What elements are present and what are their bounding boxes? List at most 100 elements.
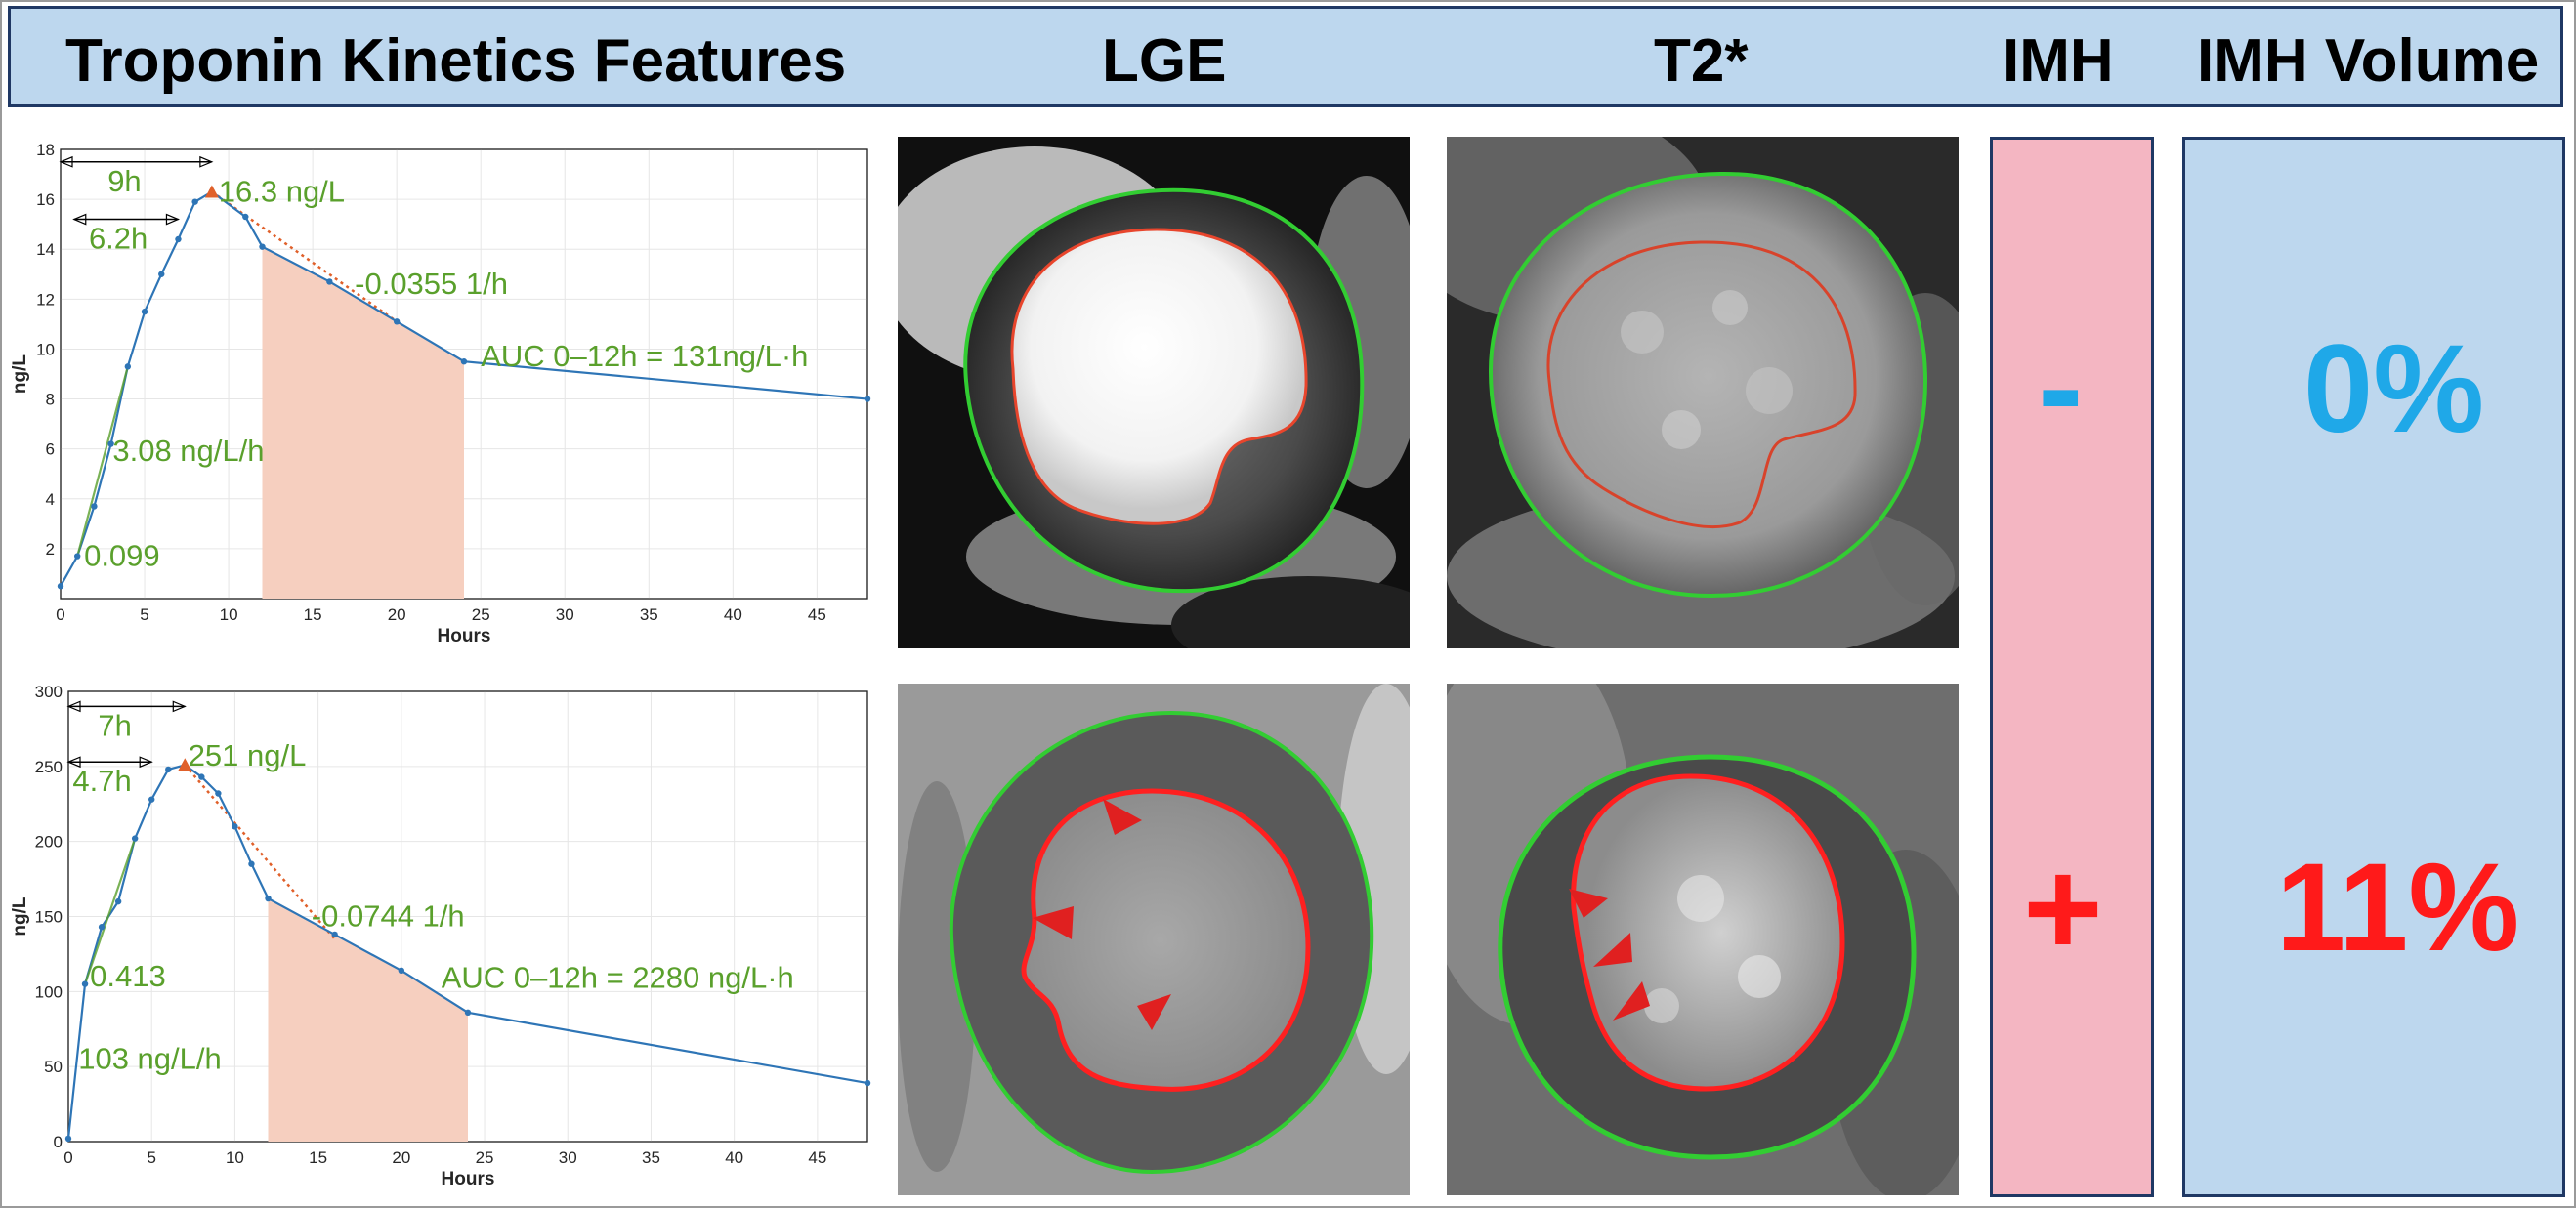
chart1-x-tick-label: 5 (140, 605, 148, 624)
chart2-data-point (215, 790, 222, 797)
chart1-x-tick-label: 15 (304, 605, 322, 624)
chart1-data-point (91, 503, 98, 510)
chart2-x-tick-label: 30 (559, 1148, 577, 1167)
chart2-y-tick-label: 100 (35, 982, 63, 1001)
header-bar: Troponin Kinetics Features LGE T2* IMH I… (8, 6, 2563, 107)
chart1-data-point (191, 198, 198, 205)
chart2-annotation-label: 103 ng/L/h (78, 1041, 222, 1075)
header-imh-volume: IMH Volume (2197, 27, 2540, 95)
imh-negative-sign: - (2038, 310, 2084, 463)
chart2-data-point (198, 773, 205, 780)
chart1-time-arrow-head-right (199, 155, 214, 168)
chart1-y-tick-label: 4 (46, 490, 55, 509)
imh-volume-bottom: 11% (2276, 838, 2520, 978)
chart2-x-tick-label: 0 (63, 1148, 72, 1167)
chart1-x-tick-label: 45 (808, 605, 826, 624)
chart1-upslope-segment (76, 366, 129, 557)
chart2-data-point (114, 897, 122, 905)
chart1-time-arrow-label: 6.2h (89, 222, 148, 256)
chart2-data-point (864, 1079, 871, 1087)
chart1-x-tick-label: 25 (472, 605, 490, 624)
chart2-auc-region (268, 898, 468, 1142)
chart2-y-tick-label: 150 (35, 908, 63, 927)
chart1-annotation-label: AUC 0–12h = 131ng/L·h (481, 339, 808, 373)
chart1-x-tick-label: 40 (724, 605, 742, 624)
chart1-annotation-label: -0.0355 1/h (355, 267, 508, 301)
chart1-x-axis-label: Hours (438, 626, 491, 646)
chart1-y-axis-label: ng/L (10, 354, 30, 394)
t2star-image-top (1447, 137, 1959, 648)
chart2-data-point (232, 823, 238, 830)
chart2-data-point (148, 796, 155, 803)
chart1-annotation-label: 16.3 ng/L (219, 174, 345, 208)
chart2-time-arrow-head-right (172, 700, 187, 713)
chart2-x-tick-label: 15 (309, 1148, 327, 1167)
chart2-x-tick-label: 40 (725, 1148, 743, 1167)
chart1-x-tick-label: 0 (56, 605, 64, 624)
troponin-chart-bottom: 0 5 10 15 20 25 30 35 40 45 0 50 100 150 200 250 300 Hour… (10, 683, 871, 1189)
chart1-y-tick-label: 10 (36, 340, 55, 358)
chart1-data-point (259, 243, 266, 250)
chart2-time-arrow-head-left (66, 756, 81, 769)
chart2-annotation-label: 0.413 (90, 959, 166, 993)
chart1-data-point (326, 278, 333, 285)
chart2-x-tick-label: 35 (642, 1148, 660, 1167)
header-lge: LGE (1102, 27, 1227, 95)
chart2-y-tick-label: 250 (35, 758, 63, 776)
chart1-data-point (141, 308, 148, 315)
chart1-x-tick-label: 35 (640, 605, 658, 624)
chart2-annotation-label: AUC 0–12h = 2280 ng/L·h (442, 961, 794, 995)
chart2-data-point (131, 835, 139, 842)
chart1-x-tick-label: 30 (556, 605, 574, 624)
chart2-upslope-segment (84, 838, 137, 985)
chart1-data-point (242, 213, 249, 221)
chart2-y-tick-label: 200 (35, 833, 63, 852)
chart2-y-axis-label: ng/L (10, 896, 30, 936)
chart1-troponin-series-line (60, 190, 868, 587)
chart2-peak-marker (178, 758, 192, 771)
header-imh: IMH (2003, 27, 2114, 95)
chart1-time-arrow-label: 9h (107, 164, 141, 198)
chart1-y-tick-label: 18 (36, 141, 55, 159)
chart1-y-tick-label: 14 (36, 240, 55, 259)
chart2-x-tick-label: 25 (476, 1148, 494, 1167)
chart2-data-point (464, 1009, 472, 1017)
chart2-data-point (265, 895, 272, 902)
chart2-time-arrow-label: 4.7h (72, 764, 131, 798)
chart1-y-tick-label: 2 (46, 540, 55, 559)
chart2-data-point (331, 931, 338, 938)
chart2-time-arrow-head-left (66, 700, 81, 713)
chart2-x-tick-label: 45 (808, 1148, 826, 1167)
lge-image-top (898, 137, 1410, 648)
chart1-data-point (158, 271, 165, 277)
imh-volume-column (2182, 137, 2565, 1197)
chart2-x-tick-label: 10 (226, 1148, 244, 1167)
chart1-peak-marker (204, 185, 219, 198)
imh-positive-sign: + (2023, 831, 2103, 984)
chart2-y-tick-label: 300 (35, 683, 63, 701)
chart2-y-tick-label: 50 (44, 1058, 63, 1076)
chart2-data-point (64, 1135, 72, 1143)
chart1-data-point (393, 318, 401, 325)
header-t2star: T2* (1654, 27, 1749, 95)
chart2-data-point (98, 924, 106, 931)
chart2-x-tick-label: 20 (392, 1148, 410, 1167)
chart1-data-point (107, 440, 114, 447)
chart1-data-point (460, 358, 468, 365)
chart1-y-tick-label: 6 (46, 440, 55, 459)
chart2-annotation-label: -0.0744 1/h (312, 899, 465, 934)
imh-column (1990, 137, 2154, 1197)
chart2-data-point (81, 980, 89, 987)
header-troponin: Troponin Kinetics Features (65, 27, 847, 95)
chart2-data-point (248, 860, 255, 867)
chart1-y-tick-label: 16 (36, 190, 55, 209)
t2star-image-bottom (1447, 684, 1959, 1195)
chart1-time-arrow-head-left (72, 213, 87, 226)
chart2-x-axis-label: Hours (442, 1169, 495, 1189)
chart2-annotation-label: 251 ng/L (189, 738, 307, 772)
chart1-data-point (124, 363, 132, 370)
chart1-time-arrow-head-left (59, 155, 73, 168)
chart1-data-point (57, 583, 64, 590)
chart1-y-tick-label: 12 (36, 290, 55, 309)
